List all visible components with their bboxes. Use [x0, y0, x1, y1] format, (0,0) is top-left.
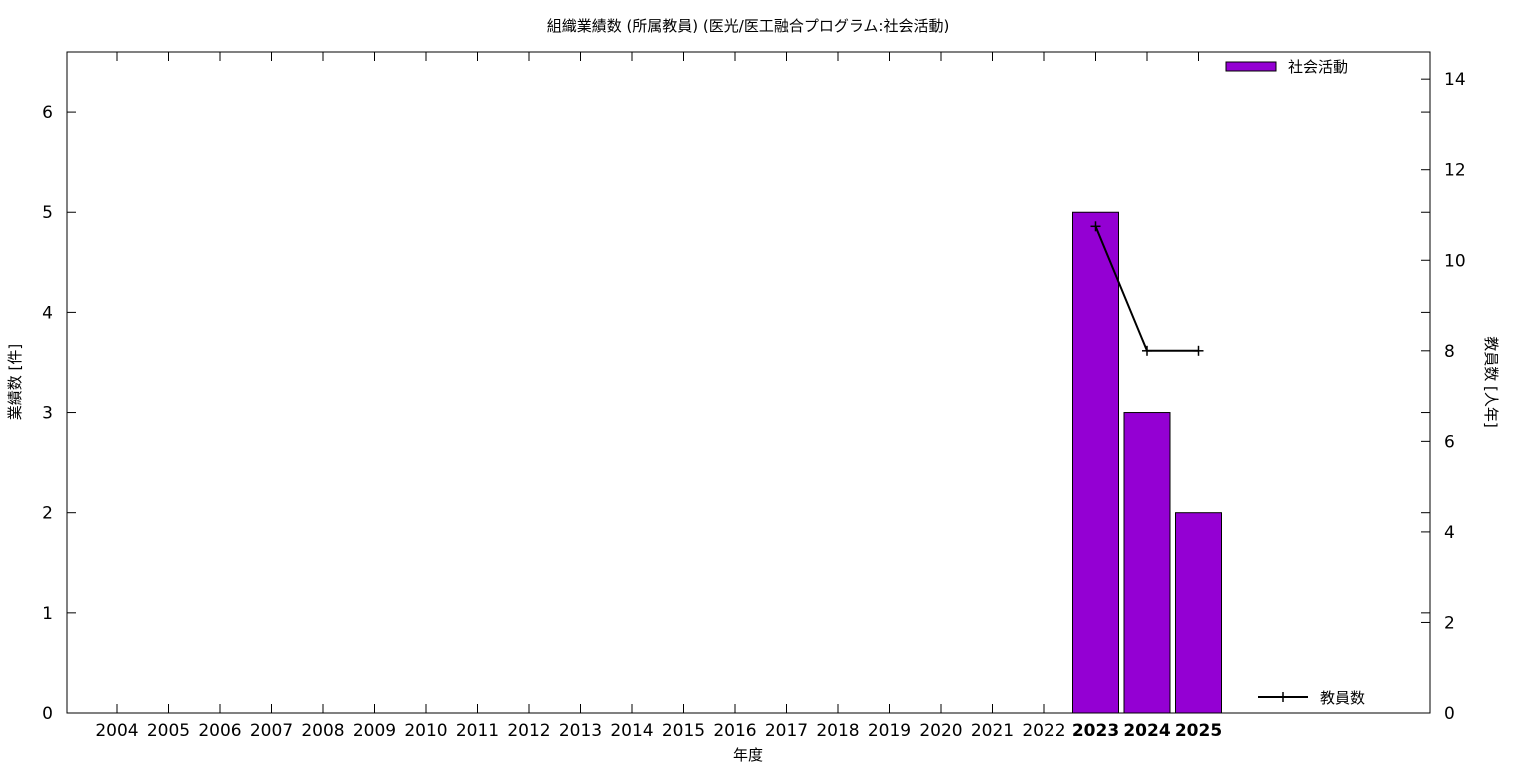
- legend-label-bar: 社会活動: [1288, 58, 1348, 76]
- x-tick-label: 2014: [610, 721, 653, 741]
- y-tick-label: 3: [42, 404, 53, 424]
- y2-tick-label: 12: [1444, 161, 1466, 181]
- y2-tick-label: 4: [1444, 523, 1455, 543]
- x-tick-label: 2011: [456, 721, 499, 741]
- x-tick-label: 2012: [507, 721, 550, 741]
- x-tick-label: 2021: [971, 721, 1014, 741]
- y2-tick-label: 0: [1444, 704, 1455, 724]
- x-tick-label: 2022: [1022, 721, 1065, 741]
- x-tick-label: 2019: [868, 721, 911, 741]
- y-tick-label: 4: [42, 303, 53, 323]
- y2-tick-label: 8: [1444, 342, 1455, 362]
- x-axis-label: 年度: [733, 746, 763, 764]
- x-axis: 2004 2005 2006 2007 2008 2009 2010 2011 2012 2013…: [95, 52, 1222, 741]
- x-tick-label: 2005: [147, 721, 190, 741]
- x-tick-label: 2010: [404, 721, 447, 741]
- y-tick-label: 2: [42, 504, 53, 524]
- y2-tick-label: 10: [1444, 251, 1466, 271]
- x-tick-label: 2009: [353, 721, 396, 741]
- right-axis: 0 2 4 6 8 10 12 14: [1421, 70, 1466, 724]
- x-tick-label: 2024: [1123, 721, 1170, 741]
- y-tick-label: 5: [42, 203, 53, 223]
- bar: [1123, 412, 1171, 714]
- legend-label-line: 教員数: [1320, 689, 1365, 707]
- x-tick-label: 2015: [662, 721, 705, 741]
- plot-frame: [66, 51, 1431, 714]
- bar-series: [1072, 211, 1222, 714]
- x-tick-label: 2016: [713, 721, 756, 741]
- x-tick-label: 2025: [1175, 721, 1222, 741]
- left-axis: 0 1 2 3 4 5 6: [42, 103, 1430, 724]
- line-series: [1090, 221, 1204, 356]
- bar: [1072, 211, 1119, 714]
- x-tick-label: 2023: [1072, 721, 1119, 741]
- x-tick-label: 2017: [765, 721, 808, 741]
- y2-tick-label: 2: [1444, 613, 1455, 633]
- x-tick-label: 2007: [250, 721, 293, 741]
- y-tick-label: 1: [42, 604, 53, 624]
- y2-axis-label: 教員数 [人年]: [1482, 336, 1500, 427]
- x-tick-label: 2018: [816, 721, 859, 741]
- y2-tick-label: 14: [1444, 70, 1466, 90]
- legend: 社会活動 教員数: [1225, 58, 1365, 707]
- bar: [1175, 512, 1222, 714]
- x-tick-label: 2006: [198, 721, 241, 741]
- legend-swatch-bar: [1225, 61, 1277, 72]
- y-tick-label: 6: [42, 103, 53, 123]
- y-tick-label: 0: [42, 704, 53, 724]
- x-tick-label: 2013: [559, 721, 602, 741]
- x-tick-label: 2008: [301, 721, 344, 741]
- x-tick-label: 2020: [919, 721, 962, 741]
- x-tick-label: 2004: [95, 721, 138, 741]
- y2-tick-label: 6: [1444, 432, 1455, 452]
- y-axis-label: 業績数 [件]: [6, 344, 24, 420]
- chart-title: 組織業績数 (所属教員) (医光/医工融合プログラム:社会活動): [547, 17, 950, 35]
